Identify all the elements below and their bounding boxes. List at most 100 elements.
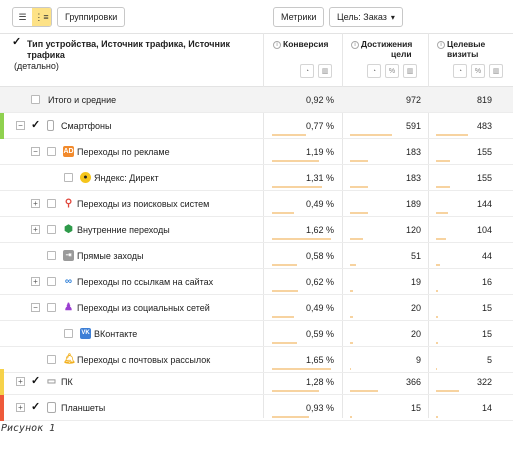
smartphone-icon xyxy=(47,120,54,131)
conversion-bar xyxy=(272,416,310,418)
pie-chart-icon[interactable]: ◔ xyxy=(300,64,314,78)
chevron-down-icon: ▾ xyxy=(390,12,395,22)
tree-view-icon[interactable]: ⋮≡ xyxy=(32,8,51,26)
goals-bar xyxy=(350,264,356,266)
row-checkbox[interactable] xyxy=(47,355,56,364)
visits-bar xyxy=(436,390,459,392)
visits-bar xyxy=(436,342,439,344)
goal-select[interactable]: Цель: Заказ ▾ xyxy=(329,7,403,27)
row-label: Переходы с почтовых рассылок xyxy=(77,355,211,365)
row-label: Переходы по рекламе xyxy=(77,147,170,157)
conversion-bar xyxy=(272,264,297,266)
row-checkbox[interactable] xyxy=(64,329,73,338)
conversion-value: 0,49 % xyxy=(305,303,334,313)
visits-value: 15 xyxy=(481,329,492,339)
row-label: Смартфоны xyxy=(61,121,112,131)
target-visits-column-header[interactable]: i Целевые визиты xyxy=(437,39,485,59)
metrics-button[interactable]: Метрики xyxy=(273,7,325,27)
social-network-icon: ♟ xyxy=(64,302,73,313)
percent-icon[interactable]: % xyxy=(471,64,485,78)
table-row[interactable]: VK ВКонтакте 0,59 % 20 15 xyxy=(0,321,513,347)
dimension-header-line1: Тип устройства, Источник трафика, Источн… xyxy=(27,39,230,60)
goals-value: 183 xyxy=(405,173,421,183)
row-checkbox[interactable]: ✓ xyxy=(31,375,41,387)
row-label: Прямые заходы xyxy=(77,251,144,261)
info-icon[interactable]: i xyxy=(273,41,281,49)
table-row[interactable]: + ∞ Переходы по ссылкам на сайтах 0,62 %… xyxy=(0,269,513,295)
row-label: ПК xyxy=(61,377,73,387)
info-icon[interactable]: i xyxy=(437,41,445,49)
expand-button[interactable]: + xyxy=(16,403,25,412)
goals-value: 15 xyxy=(410,403,421,413)
visits-bar xyxy=(436,264,441,266)
table-row-total[interactable]: Итого и средние 0,92 % 972 819 xyxy=(0,87,513,113)
list-view-icon[interactable]: ☰ xyxy=(18,11,27,22)
table-row[interactable]: + ⬢ Внутренние переходы 1,62 % 120 104 xyxy=(0,217,513,243)
series-color-stripe xyxy=(0,395,4,421)
table-row[interactable]: − ✓ Смартфоны 0,77 % 591 483 xyxy=(0,113,513,139)
visits-value: 104 xyxy=(476,225,492,235)
goal-achievements-column-header[interactable]: i Достижения цели xyxy=(351,39,412,59)
table-row[interactable]: ● Яндекс: Директ 1,31 % 183 155 xyxy=(0,165,513,191)
row-checkbox[interactable] xyxy=(47,303,56,312)
row-checkbox[interactable] xyxy=(47,251,56,260)
row-checkbox[interactable]: ✓ xyxy=(31,401,41,413)
conversion-bar xyxy=(272,160,319,162)
row-checkbox[interactable] xyxy=(47,147,56,156)
bar-chart-icon[interactable]: ▥ xyxy=(489,64,503,78)
goal-select-label: Цель: Заказ xyxy=(337,12,387,22)
conversion-value: 0,59 % xyxy=(305,329,334,339)
pie-chart-icon[interactable]: ◔ xyxy=(367,64,381,78)
conversion-column-header[interactable]: i Конверсия xyxy=(273,39,328,49)
row-checkbox[interactable] xyxy=(64,173,73,182)
collapse-button[interactable]: − xyxy=(31,303,40,312)
collapse-button[interactable]: − xyxy=(16,121,25,130)
table-row[interactable]: ⇥ Прямые заходы 0,58 % 51 44 xyxy=(0,243,513,269)
conversion-bar xyxy=(272,212,294,214)
visits-value: 15 xyxy=(481,303,492,313)
row-checkbox[interactable] xyxy=(47,225,56,234)
table-row[interactable]: + ✓ Планшеты 0,93 % 15 14 xyxy=(0,395,513,421)
table-row[interactable]: + ⚲ Переходы из поисковых систем 0,49 % … xyxy=(0,191,513,217)
visits-bar xyxy=(436,186,450,188)
expand-button[interactable]: + xyxy=(31,199,40,208)
expand-button[interactable]: + xyxy=(31,277,40,286)
bar-chart-icon[interactable]: ▥ xyxy=(403,64,417,78)
bar-chart-icon[interactable]: ▥ xyxy=(318,64,332,78)
table-row[interactable]: 🔔︎ Переходы с почтовых рассылок 1,65 % 9… xyxy=(0,347,513,373)
expand-button[interactable]: + xyxy=(31,225,40,234)
row-checkbox[interactable] xyxy=(47,199,56,208)
select-all-checkbox[interactable]: ✓ xyxy=(12,36,22,48)
goals-value: 20 xyxy=(410,329,421,339)
table-row[interactable]: − ♟ Переходы из социальных сетей 0,49 % … xyxy=(0,295,513,321)
info-icon[interactable]: i xyxy=(351,41,359,49)
conversion-bar xyxy=(272,290,299,292)
conversion-bar xyxy=(272,186,322,188)
conversion-value: 0,49 % xyxy=(305,199,334,209)
yandex-direct-icon: ● xyxy=(80,172,91,183)
conversion-value: 1,31 % xyxy=(305,173,334,183)
goals-bar xyxy=(350,368,352,370)
visits-value: 14 xyxy=(481,403,492,413)
goals-bar xyxy=(350,134,392,136)
table-row[interactable]: + ✓ ▭ ПК 1,28 % 366 322 xyxy=(0,369,513,395)
goals-value: 591 xyxy=(405,121,421,131)
row-checkbox[interactable] xyxy=(31,95,40,104)
direct-entry-icon: ⇥ xyxy=(63,250,74,261)
visits-bar xyxy=(436,368,438,370)
conversion-bar xyxy=(272,390,319,392)
collapse-button[interactable]: − xyxy=(31,147,40,156)
view-toggle[interactable]: ☰ ⋮≡ xyxy=(12,7,52,27)
expand-button[interactable]: + xyxy=(16,377,25,386)
pie-chart-icon[interactable]: ◔ xyxy=(453,64,467,78)
dimension-header[interactable]: Тип устройства, Источник трафика, Источн… xyxy=(14,39,264,72)
visits-value: 16 xyxy=(481,277,492,287)
conversion-bar xyxy=(272,342,297,344)
row-label: Итого и средние xyxy=(48,95,117,105)
visits-bar xyxy=(436,290,439,292)
percent-icon[interactable]: % xyxy=(385,64,399,78)
groupings-button[interactable]: Группировки xyxy=(57,7,126,27)
row-checkbox[interactable]: ✓ xyxy=(31,119,41,131)
row-checkbox[interactable] xyxy=(47,277,56,286)
table-row[interactable]: − AD Переходы по рекламе 1,19 % 183 155 xyxy=(0,139,513,165)
